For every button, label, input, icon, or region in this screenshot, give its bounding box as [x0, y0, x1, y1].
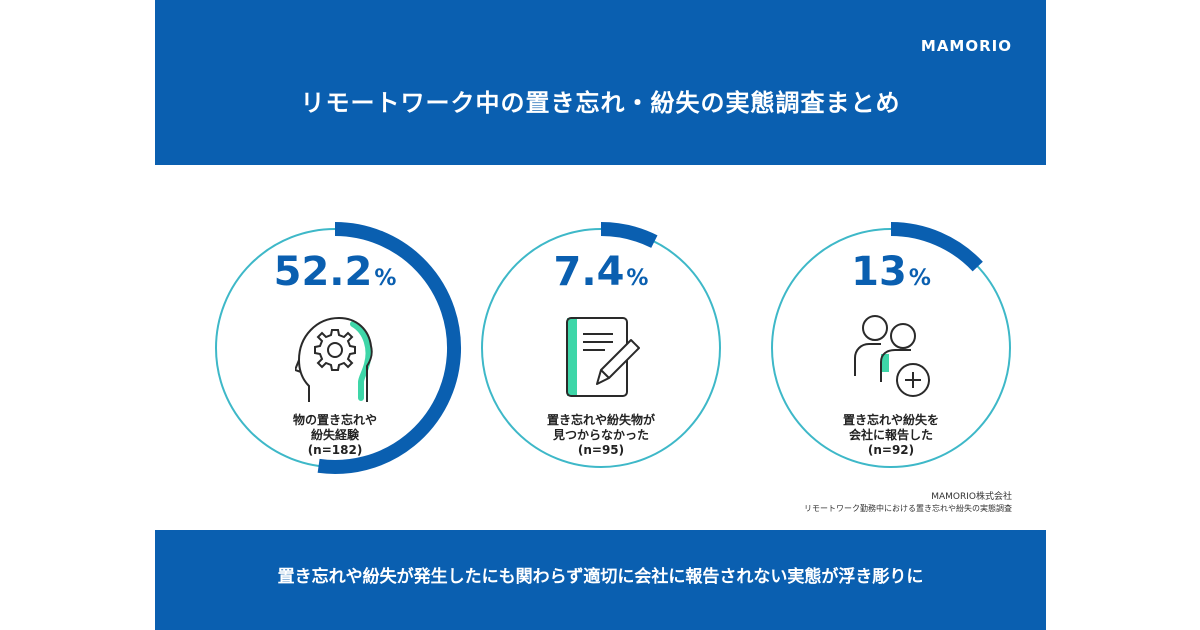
- stat-unit-2: %: [626, 266, 649, 291]
- people-plus-icon: [854, 315, 930, 397]
- stat-value-3: 13%: [761, 248, 1021, 303]
- stat-number-2: 7.4: [553, 249, 625, 295]
- stat-number-1: 52.2: [273, 249, 373, 295]
- source-survey: リモートワーク勤務中における置き忘れや紛失の実態調査: [804, 504, 1012, 513]
- stat-label-2: 置き忘れや紛失物が 見つからなかった (n=95): [471, 413, 731, 458]
- stat-label-3-line-3: (n=92): [867, 443, 915, 457]
- stat-card-2: 7.4% 置き忘れや紛失物が 見つからなかった (n=95): [471, 218, 731, 478]
- stat-label-2-line-3: (n=95): [577, 443, 625, 457]
- head-gear-icon: [295, 316, 373, 402]
- stat-card-3: 13% 置き忘れや紛失を 会社に報告した (n=92): [761, 218, 1021, 478]
- notepad-pen-icon: [566, 317, 640, 397]
- ring-arc-3: [890, 222, 983, 272]
- donut-ring-2: [481, 222, 721, 468]
- stat-label-1-line-2: 紛失経験: [310, 428, 359, 442]
- brand-logo: MAMORIO: [920, 37, 1012, 55]
- infographic-slide: MAMORIO リモートワーク中の置き忘れ・紛失の実態調査まとめ 52.2%: [155, 0, 1046, 630]
- stat-label-2-line-2: 見つからなかった: [552, 428, 649, 442]
- stat-value-2: 7.4%: [471, 248, 731, 303]
- stat-unit-1: %: [374, 266, 397, 291]
- page-title: リモートワーク中の置き忘れ・紛失の実態調査まとめ: [300, 89, 901, 117]
- footer-message: 置き忘れや紛失が発生したにも関わらず適切に会社に報告されない実態が浮き彫りに: [277, 567, 924, 587]
- donut-ring-1: [215, 222, 461, 474]
- stat-value-1: 52.2%: [205, 248, 465, 303]
- stat-label-3: 置き忘れや紛失を 会社に報告した (n=92): [761, 413, 1021, 458]
- donut-ring-3: [771, 222, 1011, 468]
- stat-label-1-line-1: 物の置き忘れや: [292, 413, 377, 427]
- stat-label-1-line-3: (n=182): [307, 443, 363, 457]
- stat-label-3-line-1: 置き忘れや紛失を: [842, 413, 939, 427]
- stat-unit-3: %: [908, 266, 931, 291]
- ring-arc-1: [317, 222, 461, 474]
- source-credit: MAMORIO株式会社 リモートワーク勤務中における置き忘れや紛失の実態調査: [804, 491, 1012, 515]
- stat-label-1: 物の置き忘れや 紛失経験 (n=182): [205, 413, 465, 458]
- footer-band: 置き忘れや紛失が発生したにも関わらず適切に会社に報告されない実態が浮き彫りに: [155, 530, 1046, 630]
- stat-number-3: 13: [851, 249, 907, 295]
- stat-label-3-line-2: 会社に報告した: [848, 428, 933, 442]
- stat-card-1: 52.2% 物の置き忘れや 紛失経験 (n=182): [205, 218, 465, 478]
- ring-arc-2: [600, 222, 658, 248]
- source-company: MAMORIO株式会社: [931, 492, 1012, 502]
- header-band: MAMORIO リモートワーク中の置き忘れ・紛失の実態調査まとめ: [155, 0, 1046, 165]
- stat-label-2-line-1: 置き忘れや紛失物が: [546, 413, 655, 427]
